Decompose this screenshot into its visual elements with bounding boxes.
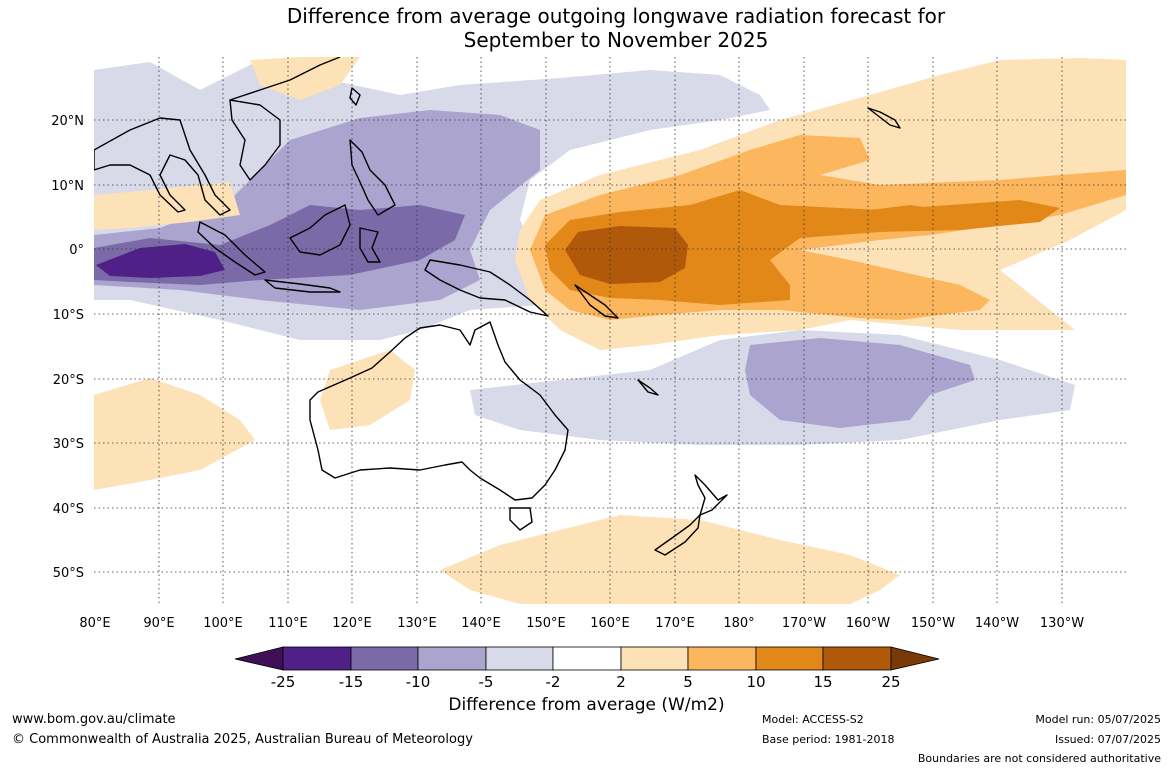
colorbar-swatch <box>282 646 352 671</box>
coastline-new-guinea <box>424 259 549 317</box>
base-period: Base period: 1981-2018 <box>762 733 895 746</box>
longitude-labels: 80°E 90°E 100°E 110°E 120°E 130°E 140°E … <box>79 616 1084 631</box>
coastline-sumatra <box>197 221 266 276</box>
lon-label: 170°E <box>655 616 695 631</box>
map-title: Difference from average outgoing longwav… <box>0 4 1173 52</box>
coastline-new-caledonia <box>637 379 659 396</box>
colorbar-tick-label: 5 <box>683 673 693 691</box>
lon-label: 180° <box>723 616 754 631</box>
lon-label: 140°E <box>461 616 501 631</box>
lat-label: 10°N <box>51 179 84 194</box>
colorbar-tick-label: -25 <box>271 673 296 691</box>
latitude-labels: 20°N 10°N 0° 10°S 20°S 30°S 40°S 50°S <box>51 114 84 581</box>
colorbar <box>234 646 940 671</box>
colorbar-swatch <box>822 646 892 671</box>
anomaly-region-pos15 <box>565 226 688 284</box>
coastline-java <box>264 279 341 293</box>
lat-label: 50°S <box>53 566 84 581</box>
colorbar-swatch <box>687 646 757 671</box>
lon-label: 140°W <box>975 616 1019 631</box>
lon-label: 130°W <box>1040 616 1084 631</box>
coastlines <box>94 57 901 556</box>
coastline-australia <box>309 321 569 501</box>
copyright-text: © Commonwealth of Australia 2025, Austra… <box>12 732 473 747</box>
lon-label: 90°E <box>143 616 174 631</box>
issued-date: Issued: 07/07/2025 <box>1054 733 1161 746</box>
lon-label: 170°W <box>782 616 826 631</box>
colorbar-swatch <box>485 646 554 671</box>
lon-label: 80°E <box>79 616 110 631</box>
lat-label: 10°S <box>53 308 84 323</box>
coastline-tasmania <box>509 507 533 531</box>
model-name: Model: ACCESS-S2 <box>762 713 864 726</box>
coastline-taiwan <box>349 87 361 106</box>
colorbar-swatch-min-extend <box>234 646 284 671</box>
lon-label: 150°E <box>526 616 566 631</box>
model-run-date: Model run: 05/07/2025 <box>1035 713 1161 726</box>
colorbar-tick-label: 25 <box>881 673 900 691</box>
coastline-asia-mainland <box>94 117 231 216</box>
colorbar-swatch <box>552 646 622 671</box>
colorbar-swatch-max-extend <box>890 646 940 671</box>
lon-label: 160°W <box>846 616 890 631</box>
graticule <box>94 57 1126 604</box>
colorbar-ticks: -25 -15 -10 -5 -2 2 5 10 15 25 <box>271 673 901 691</box>
lat-label: 20°N <box>51 114 84 129</box>
colorbar-tick-label: 10 <box>746 673 765 691</box>
colorbar-swatch <box>350 646 419 671</box>
anomaly-region-pos10-b <box>870 205 945 222</box>
title-line-1: Difference from average outgoing longwav… <box>286 4 946 28</box>
colorbar-swatch <box>620 646 689 671</box>
coastline-china-coast <box>229 57 341 101</box>
title-line-2: September to November 2025 <box>463 28 769 52</box>
anomaly-region-neg5-b <box>745 338 975 428</box>
coastline-solomon-islands <box>574 284 619 319</box>
lat-label: 40°S <box>53 502 84 517</box>
anomaly-region-pos2-c <box>94 378 255 490</box>
lat-label: 30°S <box>53 437 84 452</box>
lon-label: 150°W <box>911 616 955 631</box>
lon-label: 120°E <box>332 616 372 631</box>
lon-label: 160°E <box>590 616 630 631</box>
lon-label: 130°E <box>397 616 437 631</box>
colorbar-title: Difference from average (W/m2) <box>448 695 725 715</box>
boundary-disclaimer: Boundaries are not considered authoritat… <box>917 752 1161 765</box>
coastline-new-zealand-north <box>694 474 728 516</box>
lat-label: 0° <box>69 243 84 258</box>
anomaly-region-pos2-b <box>440 515 900 604</box>
colorbar-tick-label: -15 <box>339 673 364 691</box>
colorbar-swatch <box>417 646 487 671</box>
colorbar-tick-label: 2 <box>616 673 626 691</box>
lon-label: 100°E <box>203 616 243 631</box>
colorbar-tick-label: -10 <box>406 673 431 691</box>
anomaly-region-pos2-f <box>320 350 415 430</box>
coastline-borneo <box>289 204 351 256</box>
coastline-sulawesi <box>359 227 381 263</box>
colorbar-tick-label: -5 <box>479 673 494 691</box>
lat-label: 20°S <box>53 373 84 388</box>
coastline-indochina <box>229 99 281 181</box>
coastline-philippines <box>349 139 396 216</box>
colorbar-tick-label: 15 <box>813 673 832 691</box>
coastline-hawaii <box>867 107 901 129</box>
website-link[interactable]: www.bom.gov.au/climate <box>12 712 176 727</box>
coastline-new-zealand-south <box>654 514 701 556</box>
colorbar-swatch <box>755 646 824 671</box>
anomaly-region-neg15 <box>96 244 225 278</box>
colorbar-tick-label: -2 <box>546 673 561 691</box>
anomaly-region-pos2-e <box>250 57 360 100</box>
lon-label: 110°E <box>268 616 308 631</box>
